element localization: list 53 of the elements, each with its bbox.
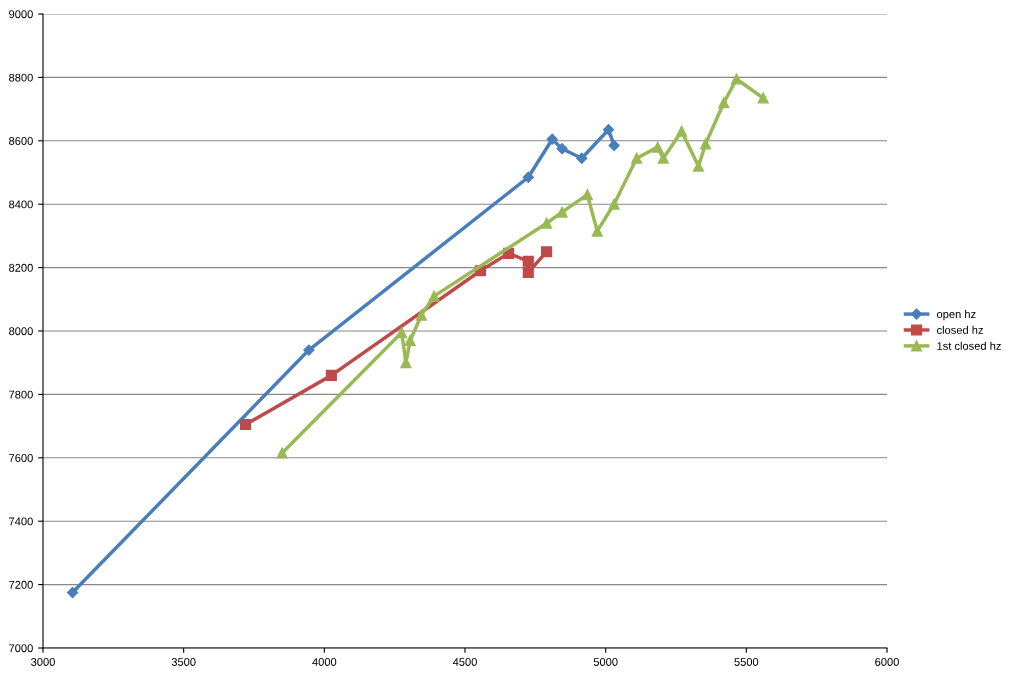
point — [541, 217, 553, 229]
point — [699, 138, 712, 150]
point — [428, 290, 440, 302]
x-tick-label: 4500 — [452, 658, 477, 666]
point — [657, 152, 669, 164]
point — [541, 246, 553, 258]
x-tick-label: 3000 — [31, 658, 55, 666]
y-tick-label: 8000 — [9, 327, 33, 336]
point — [240, 418, 252, 431]
point — [581, 189, 593, 201]
point — [522, 171, 534, 183]
legend-label: closed hz — [937, 325, 983, 334]
point — [576, 152, 588, 164]
point — [692, 160, 705, 172]
legend-label: open hz — [937, 309, 976, 321]
y-tick-label: 7200 — [9, 580, 33, 589]
x-tick-label: 4000 — [312, 658, 337, 666]
point — [522, 266, 534, 278]
point — [757, 92, 769, 104]
y-tick-label: 8200 — [9, 263, 33, 272]
point — [730, 73, 743, 85]
y-tick-label: 7000 — [9, 644, 33, 653]
point — [66, 586, 79, 599]
y-tick-label: 8800 — [9, 73, 33, 82]
x-tick-label: 5500 — [734, 658, 759, 666]
point — [608, 139, 620, 152]
point — [522, 255, 534, 267]
y-tick-label: 9000 — [9, 10, 33, 19]
point — [546, 133, 558, 145]
point — [325, 369, 337, 381]
point — [631, 152, 643, 164]
point — [415, 309, 427, 321]
y-tick-label: 8600 — [9, 137, 33, 145]
point — [556, 143, 568, 155]
point — [676, 125, 688, 137]
point — [396, 327, 408, 339]
point — [602, 124, 615, 136]
point — [404, 334, 416, 347]
point — [591, 225, 603, 237]
x-tick-label: 5000 — [593, 658, 618, 666]
y-tick-label: 7600 — [9, 454, 33, 462]
x-tick-label: 6000 — [875, 658, 899, 666]
x-tick-label: 3500 — [171, 658, 196, 666]
point — [718, 97, 730, 109]
point — [303, 344, 315, 356]
y-tick-label: 7400 — [9, 517, 33, 526]
point — [652, 141, 664, 153]
point — [608, 198, 620, 210]
y-tick-label: 7800 — [9, 390, 33, 399]
point — [556, 206, 568, 218]
legend-label: 1st closed hz — [937, 341, 1001, 350]
point — [276, 447, 288, 459]
y-tick-label: 8400 — [9, 200, 33, 209]
